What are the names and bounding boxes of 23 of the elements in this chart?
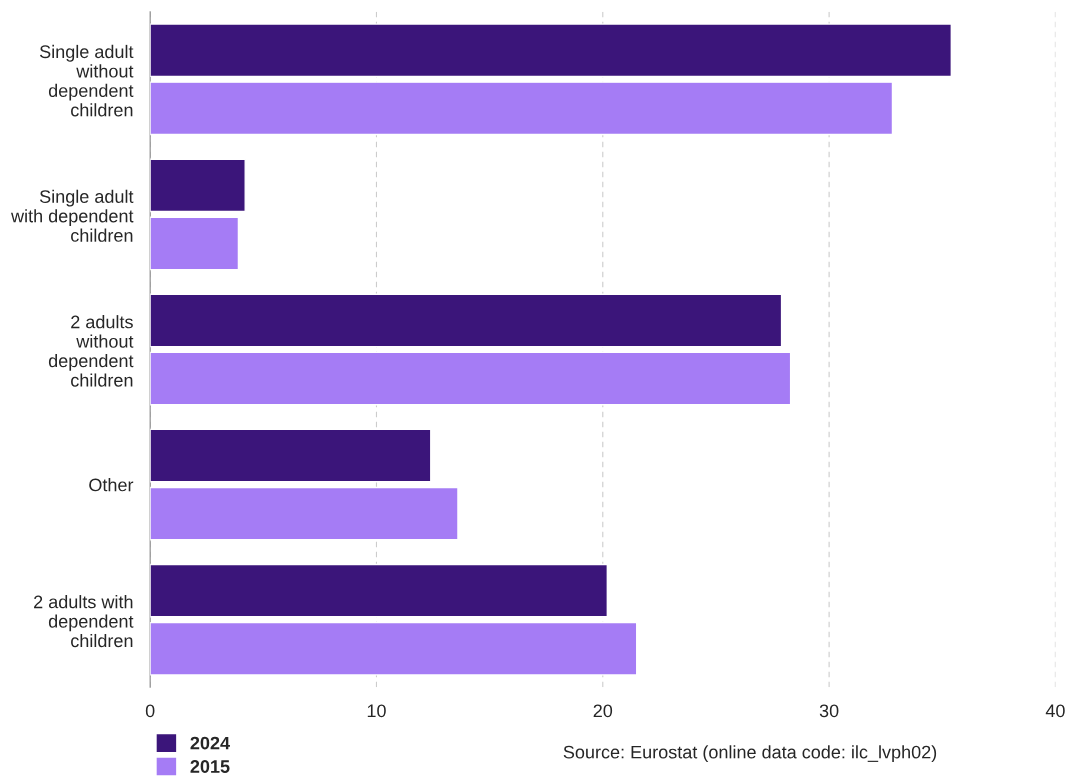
legend-label: 2024 — [190, 736, 230, 750]
y-tick-label: Other — [89, 478, 134, 492]
bar — [150, 563, 609, 618]
x-tick-label: 10 — [367, 704, 386, 718]
y-tick-label: 2 adults without dependent children — [48, 315, 134, 387]
x-tick-label: 20 — [593, 704, 613, 718]
x-tick-label: 30 — [819, 704, 839, 718]
bar — [150, 621, 638, 676]
bar — [150, 351, 792, 406]
bar — [150, 486, 459, 541]
bar — [150, 158, 246, 213]
y-tick-label: Single adult with dependent children — [11, 189, 134, 242]
bar — [150, 293, 783, 348]
bar — [150, 216, 240, 271]
bar — [150, 81, 894, 136]
bar — [150, 428, 432, 483]
x-tick-label: 0 — [145, 704, 155, 718]
legend-label: 2015 — [190, 760, 230, 773]
y-tick-label: 2 adults with dependent children — [34, 595, 134, 648]
x-tick-label: 40 — [1045, 704, 1065, 718]
bar — [150, 23, 953, 78]
y-tick-label: Single adult without dependent children — [39, 44, 134, 117]
source-note: Source: Eurostat (online data code: ilc_lvph02) — [563, 745, 937, 763]
